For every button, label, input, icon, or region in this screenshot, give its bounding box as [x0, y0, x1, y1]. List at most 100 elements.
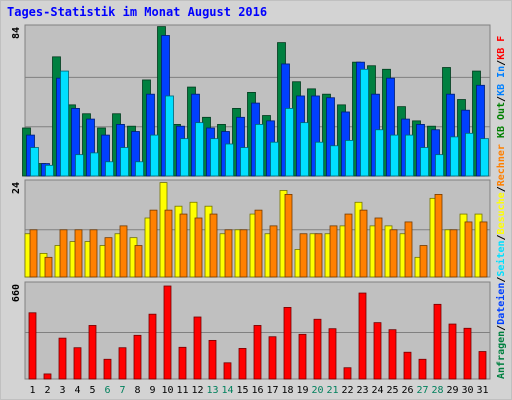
bar-seiten-day-10: [165, 95, 174, 177]
bar-kb-f-day-1: [28, 312, 37, 380]
right-legend-item-1: /: [496, 325, 507, 331]
bar-seiten-day-26: [405, 134, 414, 177]
bar-rechner-day-9: [149, 209, 158, 278]
x-tick-label-9: 9: [149, 385, 155, 396]
right-legend-item-6: Besuche: [496, 192, 507, 234]
bar-seiten-day-25: [390, 134, 399, 177]
x-tick-label-10: 10: [161, 385, 173, 396]
right-legend-item-8: Rechner: [496, 144, 507, 186]
x-tick-label-18: 18: [281, 385, 293, 396]
bar-kb-f-day-24: [373, 322, 382, 380]
x-tick-label-28: 28: [431, 385, 443, 396]
bar-kb-f-day-12: [193, 316, 202, 380]
x-tick-label-26: 26: [401, 385, 413, 396]
right-legend: Anfragen/Dateien/Seiten/Besuche/Rechner …: [495, 36, 507, 379]
panel-visits: 24: [11, 179, 491, 278]
bar-seiten-day-5: [90, 152, 99, 177]
x-tick-label-7: 7: [119, 385, 125, 396]
bar-rechner-day-2: [44, 256, 53, 278]
right-legend-item-2: Dateien: [495, 283, 507, 325]
bar-seiten-day-4: [75, 154, 84, 177]
bar-seiten-day-12: [195, 122, 204, 177]
bar-kb-f-day-14: [223, 362, 232, 380]
x-tick-label-2: 2: [44, 385, 50, 396]
bar-kb-f-day-13: [208, 339, 217, 380]
bar-seiten-day-1: [30, 147, 39, 177]
x-tick-label-19: 19: [296, 385, 308, 396]
bar-rechner-day-14: [224, 229, 233, 278]
x-tick-label-29: 29: [446, 385, 458, 396]
bar-rechner-day-1: [29, 229, 38, 278]
bar-kb-f-day-22: [343, 367, 352, 380]
bar-seiten-day-31: [480, 138, 489, 177]
bar-rechner-day-16: [254, 209, 263, 278]
bar-rechner-day-12: [194, 217, 203, 278]
bar-kb-f-day-17: [268, 336, 277, 380]
bar-seiten-day-22: [345, 140, 354, 177]
x-tick-label-27: 27: [416, 385, 428, 396]
bar-kb-f-day-4: [73, 347, 82, 380]
bar-rechner-day-19: [299, 233, 308, 278]
bar-rechner-day-26: [404, 221, 413, 278]
bar-kb-f-day-18: [283, 307, 292, 380]
x-tick-label-20: 20: [311, 385, 323, 396]
bar-seiten-day-15: [240, 147, 249, 177]
bar-seiten-day-3: [60, 70, 69, 177]
x-tick-label-8: 8: [134, 385, 140, 396]
bar-kb-f-day-25: [388, 329, 397, 380]
bar-seiten-day-24: [375, 129, 384, 177]
bar-kb-f-day-9: [148, 313, 157, 380]
bar-kb-f-day-6: [103, 358, 112, 380]
bar-rechner-day-21: [329, 225, 338, 278]
right-legend-item-10: KB Out: [496, 102, 507, 138]
y-max-label-kilobytes: 660: [11, 284, 22, 302]
bar-rechner-day-10: [164, 209, 173, 278]
panel-kilobytes: 660: [11, 281, 491, 380]
bar-rechner-day-4: [74, 229, 83, 278]
bar-rechner-day-24: [374, 217, 383, 278]
bar-seiten-day-30: [465, 132, 474, 177]
right-legend-item-14: KB F: [496, 36, 507, 60]
bar-kb-f-day-7: [118, 347, 127, 380]
x-tick-label-23: 23: [356, 385, 368, 396]
bar-seiten-day-7: [120, 147, 129, 177]
bar-rechner-day-5: [89, 229, 98, 278]
y-max-label-requests: 84: [11, 27, 22, 39]
right-legend-item-11: /: [496, 96, 507, 102]
x-tick-label-22: 22: [341, 385, 353, 396]
right-legend-item-12: KB In: [496, 66, 507, 96]
x-tick-label-3: 3: [59, 385, 65, 396]
bar-kb-f-day-29: [448, 323, 457, 380]
bar-rechner-day-29: [449, 229, 458, 278]
x-tick-label-14: 14: [221, 385, 233, 396]
bar-rechner-day-30: [464, 221, 473, 278]
bar-kb-f-day-23: [358, 292, 367, 380]
bar-seiten-day-11: [180, 138, 189, 177]
bar-kb-f-day-20: [313, 318, 322, 380]
bar-rechner-day-27: [419, 245, 428, 278]
right-legend-item-0: Anfragen: [496, 331, 507, 379]
right-legend-item-4: Seiten: [495, 240, 507, 276]
bar-seiten-day-16: [255, 124, 264, 177]
x-tick-label-16: 16: [251, 385, 263, 396]
bar-seiten-day-19: [300, 122, 309, 177]
bar-kb-f-day-30: [463, 327, 472, 380]
x-tick-label-1: 1: [29, 385, 35, 396]
bar-rechner-day-8: [134, 245, 143, 278]
bar-seiten-day-27: [420, 147, 429, 177]
bar-seiten-day-23: [360, 68, 369, 177]
bar-kb-f-day-27: [418, 358, 427, 380]
x-tick-label-12: 12: [191, 385, 203, 396]
bar-seiten-day-20: [315, 141, 324, 177]
bar-seiten-day-14: [225, 143, 234, 177]
bar-rechner-day-20: [314, 233, 323, 278]
x-tick-label-21: 21: [326, 385, 338, 396]
right-legend-item-5: /: [496, 234, 507, 240]
bar-rechner-day-7: [119, 225, 128, 278]
bar-seiten-day-6: [105, 161, 114, 177]
y-max-label-visits: 24: [11, 182, 22, 194]
bar-kb-f-day-16: [253, 325, 262, 380]
x-tick-label-17: 17: [266, 385, 278, 396]
